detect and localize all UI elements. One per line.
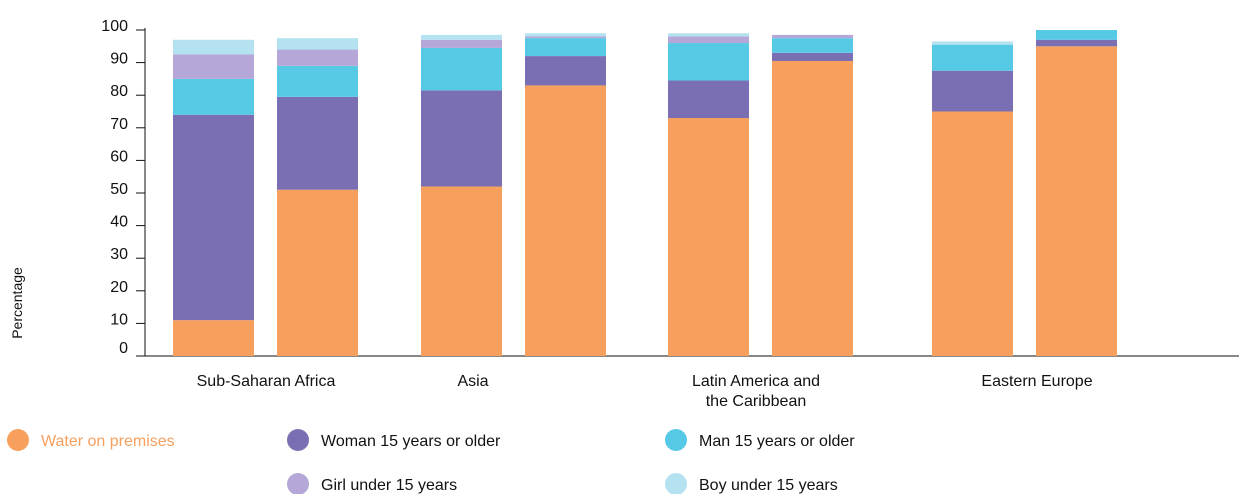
bar-segment-boy-under-15-years [525, 33, 606, 36]
bar-segment-man-15-years-or-older [932, 45, 1013, 71]
category-label: Latin America and [692, 373, 820, 390]
y-tick-label: 60 [110, 148, 128, 165]
bar-segment-water-on-premises [932, 112, 1013, 357]
bar-segment-man-15-years-or-older [173, 79, 254, 115]
bar-segment-woman-15-years-or-older [1036, 40, 1117, 47]
y-tick-label: 30 [110, 246, 128, 263]
bar-segment-man-15-years-or-older [772, 38, 853, 53]
bar-segment-woman-15-years-or-older [277, 97, 358, 190]
bar-segment-girl-under-15-years [668, 37, 749, 44]
y-tick-label: 90 [110, 51, 128, 68]
legend-swatch [665, 429, 687, 451]
bar-segment-man-15-years-or-older [421, 48, 502, 90]
legend-swatch [287, 473, 309, 494]
bar-segment-boy-under-15-years [932, 41, 1013, 44]
bar-segment-water-on-premises [1036, 46, 1117, 356]
y-tick-label: 80 [110, 83, 128, 100]
bar-segment-man-15-years-or-older [1036, 30, 1117, 40]
bar-segment-girl-under-15-years [525, 37, 606, 39]
bar-segment-woman-15-years-or-older [668, 81, 749, 118]
bar-segment-water-on-premises [525, 85, 606, 356]
legend-label: Woman 15 years or older [321, 433, 501, 450]
bar-segment-woman-15-years-or-older [772, 53, 853, 61]
y-axis-title: Percentage [9, 267, 25, 339]
category-label: Asia [457, 373, 488, 390]
category-label: the Caribbean [706, 393, 807, 410]
bar-segment-girl-under-15-years [277, 50, 358, 66]
bar-segment-woman-15-years-or-older [173, 115, 254, 320]
legend-swatch [665, 473, 687, 494]
bar-segment-boy-under-15-years [668, 33, 749, 36]
bar-segment-man-15-years-or-older [668, 43, 749, 80]
bar-segment-girl-under-15-years [421, 40, 502, 48]
bar-segment-woman-15-years-or-older [525, 56, 606, 85]
bar-segment-woman-15-years-or-older [932, 71, 1013, 112]
category-label: Sub-Saharan Africa [197, 373, 336, 390]
y-tick-label: 40 [110, 214, 128, 231]
bar-segment-water-on-premises [277, 190, 358, 356]
legend-label: Water on premises [41, 433, 175, 450]
y-tick-label: 50 [110, 181, 128, 198]
bar-segment-water-on-premises [421, 186, 502, 356]
y-tick-label: 10 [110, 311, 128, 328]
bar-segment-boy-under-15-years [173, 40, 254, 55]
y-tick-label: 100 [101, 18, 128, 35]
bar-segment-boy-under-15-years [277, 38, 358, 49]
y-tick-label: 0 [119, 340, 128, 357]
bar-segment-girl-under-15-years [173, 54, 254, 78]
legend-label: Girl under 15 years [321, 477, 457, 494]
bar-segment-boy-under-15-years [421, 35, 502, 40]
bar-segment-girl-under-15-years [772, 35, 853, 38]
category-label: Eastern Europe [981, 373, 1092, 390]
legend-label: Man 15 years or older [699, 433, 855, 450]
y-tick-label: 70 [110, 116, 128, 133]
y-tick-label: 20 [110, 279, 128, 296]
bar-segment-man-15-years-or-older [277, 66, 358, 97]
legend-swatch [287, 429, 309, 451]
bar-segment-water-on-premises [772, 61, 853, 356]
legend-swatch [7, 429, 29, 451]
bar-segment-water-on-premises [668, 118, 749, 356]
bar-segment-water-on-premises [173, 320, 254, 356]
legend-label: Boy under 15 years [699, 477, 838, 494]
bar-segment-man-15-years-or-older [525, 38, 606, 56]
bar-segment-woman-15-years-or-older [421, 90, 502, 186]
